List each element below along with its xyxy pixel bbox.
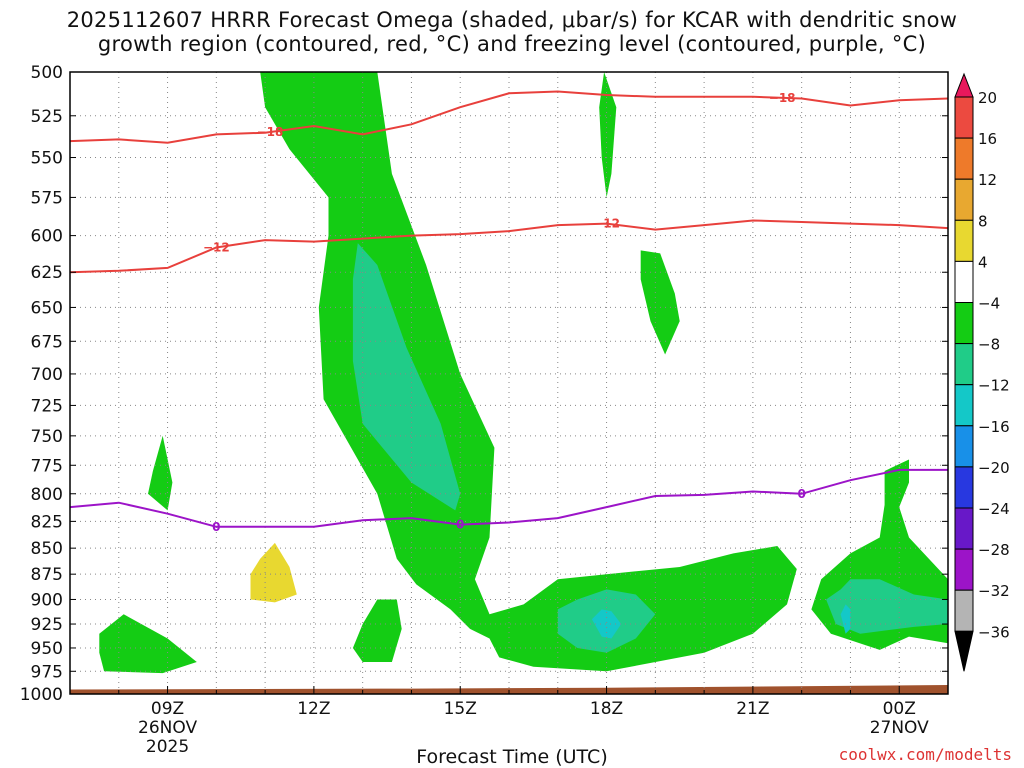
contour-label: 0 [212,520,220,534]
colorbar-segment [954,384,974,427]
x-tick-label: 18Z [590,699,623,719]
contour-label: −12 [203,240,230,254]
y-tick-label: 925 [31,615,63,635]
chart-title-line-2: growth region (contoured, red, °C) and f… [97,32,927,56]
x-tick-label: 15Z [444,699,477,719]
y-tick-label: 600 [31,227,63,247]
contour-layer: −18 −18 −12 −12 0 0 0 [70,90,948,534]
colorbar-segment [954,343,974,386]
terrain-band [70,685,948,694]
y-tick-label: 975 [31,662,63,682]
omega-region-neg4-3 [352,599,402,662]
y-tick-label: 725 [31,396,63,416]
contour-label: −18 [257,125,284,139]
omega-region-neg12-1 [840,604,851,634]
colorbar-segment [954,260,974,303]
colorbar-segment [954,219,974,262]
colorbar-segment [954,589,974,632]
omega-region-4-0 [250,542,297,603]
colorbar-label: −12 [978,377,1010,395]
colorbar-label: −20 [978,459,1010,477]
grid-layer [70,72,948,694]
colorbar-label: 12 [978,171,997,189]
y-tick-label: 800 [31,485,63,505]
colorbar: 20 16 12 8 4 −4 −8 −12 −16 −20 −24 −28 −32 −36 [954,72,1010,672]
omega-region-neg4-5 [640,250,680,355]
colorbar-label: 20 [978,89,997,107]
colorbar-segment [954,466,974,509]
x-tick-sublabel: 2025 [146,737,189,757]
colorbar-label: 16 [978,130,997,148]
contour-line-neg12 [70,219,948,274]
y-tick-label: 750 [31,427,63,447]
y-tick-label: 775 [31,456,63,476]
omega-region-neg4-0 [260,72,797,672]
y-tick-label: 650 [31,298,63,318]
shaded-omega-layer [70,72,948,694]
omega-region-neg12-0 [591,609,622,639]
y-tick-label: 575 [31,188,63,208]
colorbar-label: −8 [978,336,1000,354]
chart-title-line-1: 2025112607 HRRR Forecast Omega (shaded, … [66,8,958,32]
y-tick-label: 825 [31,512,63,532]
y-tick-label: 550 [31,149,63,169]
colorbar-segment [954,96,974,139]
contour-label: −12 [593,217,620,231]
contour-label: −18 [769,91,796,105]
colorbar-segment [954,178,974,221]
y-tick-label: 625 [31,263,63,283]
y-tick-label: 950 [31,639,63,659]
colorbar-label: 8 [978,212,988,230]
x-tick-label: 21Z [736,699,769,719]
colorbar-label: −16 [978,418,1010,436]
x-tick-label: 12Z [297,699,330,719]
x-tick-sublabel: 27NOV [870,718,929,738]
contour-label: 0 [797,487,805,501]
omega-region-neg4-2 [148,435,173,511]
y-tick-label: 675 [31,332,63,352]
colorbar-segment [954,507,974,550]
y-tick-label: 900 [31,590,63,610]
x-tick-label: 09Z [151,699,184,719]
x-tick-label: 00Z [883,699,916,719]
contour-label: 0 [456,518,464,532]
colorbar-label: 4 [978,253,988,271]
colorbar-bottom-arrow [954,630,974,672]
contour-line-0 [70,468,948,528]
colorbar-label: −24 [978,500,1010,518]
y-tick-label: 525 [31,107,63,127]
colorbar-segment [954,137,974,180]
colorbar-label: −28 [978,541,1010,559]
colorbar-segment [954,548,974,591]
colorbar-label: −4 [978,295,1000,313]
contour-line-neg18 [70,90,948,144]
colorbar-label: −36 [978,623,1010,641]
x-tick-sublabel: 26NOV [138,718,197,738]
colorbar-segment [954,425,974,468]
x-axis-label: Forecast Time (UTC) [416,746,608,768]
omega-region-neg8-2 [826,579,948,634]
y-tick-label: 1000 [20,685,63,705]
omega-region-neg4-4 [599,72,617,198]
y-axis: 500 525 550 575 600 625 650 675 700 725 750 775 800 8… [20,63,948,705]
credit-link[interactable]: coolwx.com/modelts [838,745,1012,764]
colorbar-segment [954,302,974,345]
y-tick-label: 700 [31,365,63,385]
y-tick-label: 875 [31,565,63,585]
colorbar-top-arrow [954,72,974,98]
colorbar-label: −32 [978,582,1010,600]
omega-region-neg4-1 [99,614,197,674]
y-tick-label: 850 [31,539,63,559]
omega-region-neg8-0 [352,243,461,511]
y-tick-label: 500 [31,63,63,83]
